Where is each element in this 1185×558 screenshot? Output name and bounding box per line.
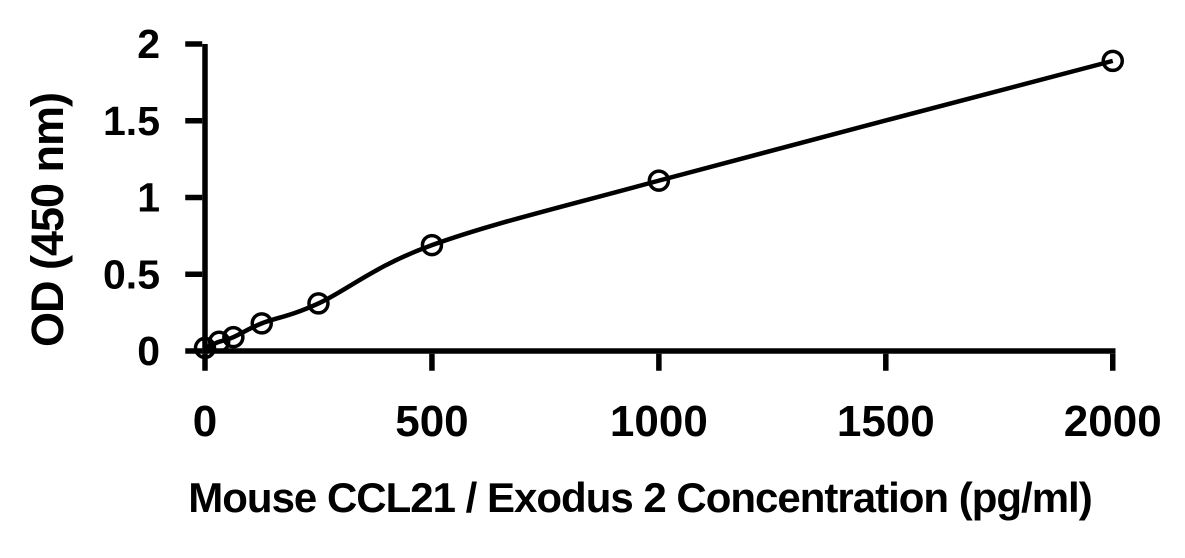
- data-point-marker: [250, 312, 273, 335]
- data-point-marker: [420, 233, 444, 257]
- x-axis-title: Mouse CCL21 / Exodus 2 Concentration (pg…: [188, 474, 1092, 521]
- data-point-marker: [307, 292, 330, 315]
- x-tick-label: 1500: [837, 397, 935, 446]
- y-tick-label: 1.5: [103, 98, 160, 144]
- y-tick-label: 0.5: [103, 251, 160, 297]
- y-tick-label: 1: [137, 175, 160, 221]
- x-tick-label: 0: [193, 397, 217, 446]
- data-point-marker: [1101, 49, 1124, 73]
- data-point-marker: [222, 325, 245, 349]
- x-tick-label: 2000: [1064, 397, 1162, 446]
- x-tick-label: 1000: [610, 397, 708, 446]
- y-axis-title: OD (450 nm): [22, 92, 73, 348]
- standard-curve-line: [204, 58, 1114, 350]
- data-point-marker: [647, 169, 671, 192]
- y-tick-label: 0: [137, 328, 160, 374]
- x-tick-label: 500: [395, 397, 468, 446]
- y-tick-label: 2: [137, 21, 160, 67]
- data-point-marker: [193, 336, 217, 360]
- data-point-marker: [207, 330, 231, 354]
